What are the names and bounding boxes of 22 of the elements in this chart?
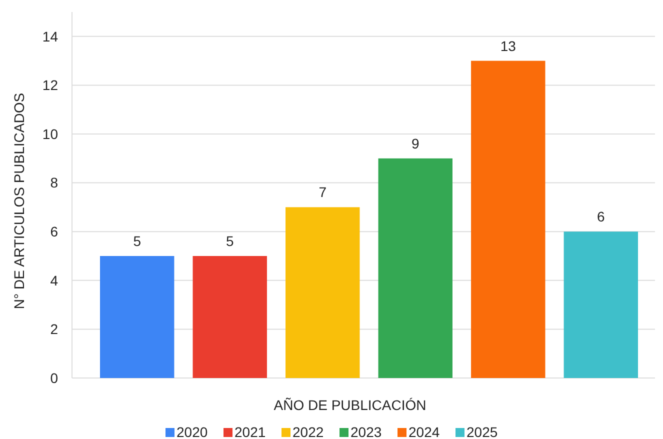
legend-label: 2020 <box>176 424 208 439</box>
y-tick-label: 4 <box>50 272 58 288</box>
legend-label: 2024 <box>408 424 440 439</box>
legend-label: 2025 <box>466 424 498 439</box>
y-tick-label: 6 <box>50 224 58 240</box>
legend-label: 2021 <box>234 424 266 439</box>
y-tick-label: 10 <box>42 126 58 142</box>
y-tick-label: 2 <box>50 321 58 338</box>
legend-label: 2022 <box>292 424 324 439</box>
x-axis-title: AÑO DE PUBLICACIÓN <box>274 397 426 413</box>
data-label: 6 <box>597 208 605 225</box>
y-tick-label: 14 <box>42 28 58 44</box>
y-axis-title: N° DE ARTICULOS PUBLICADOS <box>11 92 27 310</box>
data-label: 5 <box>133 233 142 249</box>
y-tick-label: 8 <box>50 174 58 191</box>
data-label: 13 <box>500 38 516 54</box>
legend-label: 2023 <box>350 424 382 439</box>
data-label: 5 <box>226 233 234 249</box>
data-label: 9 <box>411 135 420 152</box>
data-label: 7 <box>318 184 327 200</box>
y-tick-label: 12 <box>42 77 58 94</box>
y-tick-label: 0 <box>50 370 58 386</box>
